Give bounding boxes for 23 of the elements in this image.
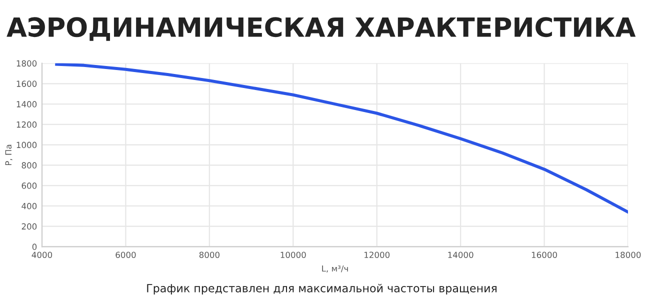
line-series xyxy=(55,63,628,214)
y-tick-label: 600 xyxy=(22,182,37,189)
y-tick-label: 0 xyxy=(32,244,37,250)
x-tick-label: 14000 xyxy=(448,252,474,258)
x-tick-label: 18000 xyxy=(616,252,641,258)
y-tick-label: 1400 xyxy=(16,101,37,108)
y-tick-label: 1200 xyxy=(16,121,37,128)
y-tick-label: 1600 xyxy=(16,80,37,87)
x-tick-label: 10000 xyxy=(280,252,306,258)
y-tick-label: 1800 xyxy=(16,60,37,67)
x-tick-label: 16000 xyxy=(532,252,557,258)
y-tick-label: 200 xyxy=(22,223,37,230)
y-tick-label: 1000 xyxy=(16,142,37,148)
text: График представлен для максимальной частоты вращения xyxy=(147,284,497,295)
x-axis-title: L, м³/ч xyxy=(322,265,348,272)
x-tick-label: 4000 xyxy=(32,252,52,258)
x-tick-label: 12000 xyxy=(364,252,390,258)
y-tick-label: 400 xyxy=(22,202,37,210)
x-tick-label: 6000 xyxy=(116,252,136,258)
y-tick-label: 800 xyxy=(22,162,37,168)
chart-title: АЭРОДИНАМИЧЕСКАЯ ХАРАКТЕРИСТИКА xyxy=(6,17,636,41)
x-tick-label: 8000 xyxy=(199,252,220,258)
y-axis-title: P, Па xyxy=(5,144,12,166)
